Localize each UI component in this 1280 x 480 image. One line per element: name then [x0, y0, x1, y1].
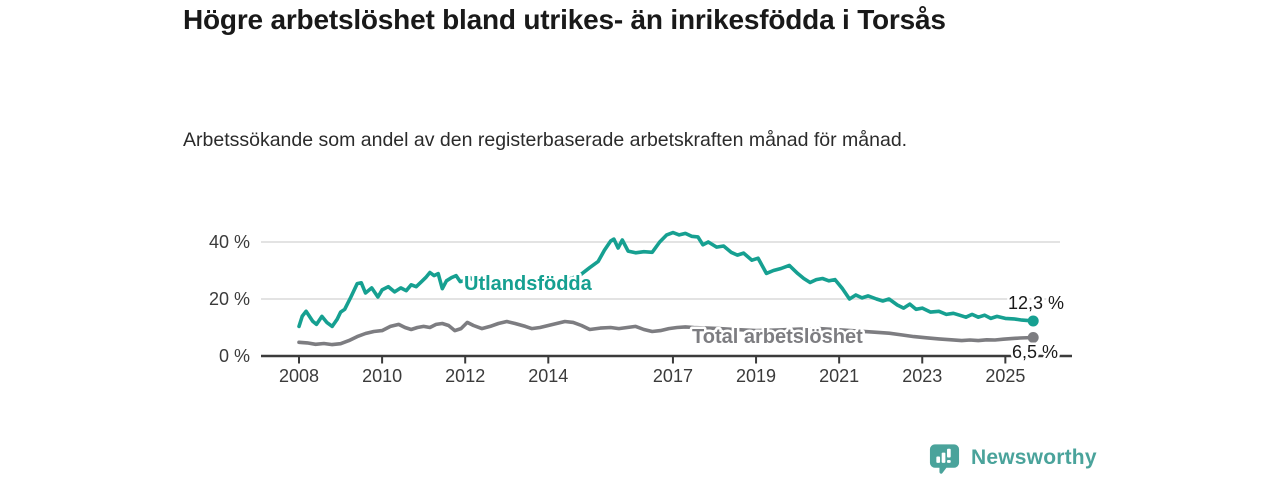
series-line-utlandsfodda	[297, 230, 1035, 329]
y-axis-tick-label: 20 %	[209, 289, 250, 309]
series-end-value-total-arbetsloshet: 6,5 %	[1012, 342, 1058, 362]
series-line-total-arbetsloshet	[297, 319, 1035, 347]
x-axis-tick-label: 2012	[445, 366, 485, 386]
series-end-dot-total-arbetsloshet	[1027, 331, 1039, 343]
series-label-utlandsfodda: Utlandsfödda	[464, 273, 593, 295]
y-axis-tick-label: 40 %	[209, 232, 250, 252]
y-axis-tick-label: 0 %	[219, 346, 250, 366]
page-subtitle: Arbetssökande som andel av den registerb…	[183, 129, 908, 151]
x-axis-tick-label: 2010	[362, 366, 402, 386]
x-axis-tick-label: 2021	[819, 366, 859, 386]
series-end-value-utlandsfodda: 12,3 %	[1008, 293, 1064, 313]
series-label-total-arbetsloshet: Total arbetslöshet	[692, 326, 863, 348]
x-axis-tick-label: 2025	[985, 366, 1025, 386]
branding: Newsworthy	[928, 441, 1097, 475]
series-end-dot-utlandsfodda	[1027, 315, 1039, 327]
x-axis-tick-label: 2017	[653, 366, 693, 386]
x-axis-tick-label: 2008	[279, 366, 319, 386]
page-title: Högre arbetslöshet bland utrikes- än inr…	[183, 4, 946, 35]
x-axis-tick-label: 2023	[902, 366, 942, 386]
branding-name: Newsworthy	[971, 446, 1097, 469]
x-axis-tick-label: 2019	[736, 366, 776, 386]
x-axis-tick-label: 2014	[528, 366, 568, 386]
newsworthy-logo-icon	[929, 444, 960, 474]
